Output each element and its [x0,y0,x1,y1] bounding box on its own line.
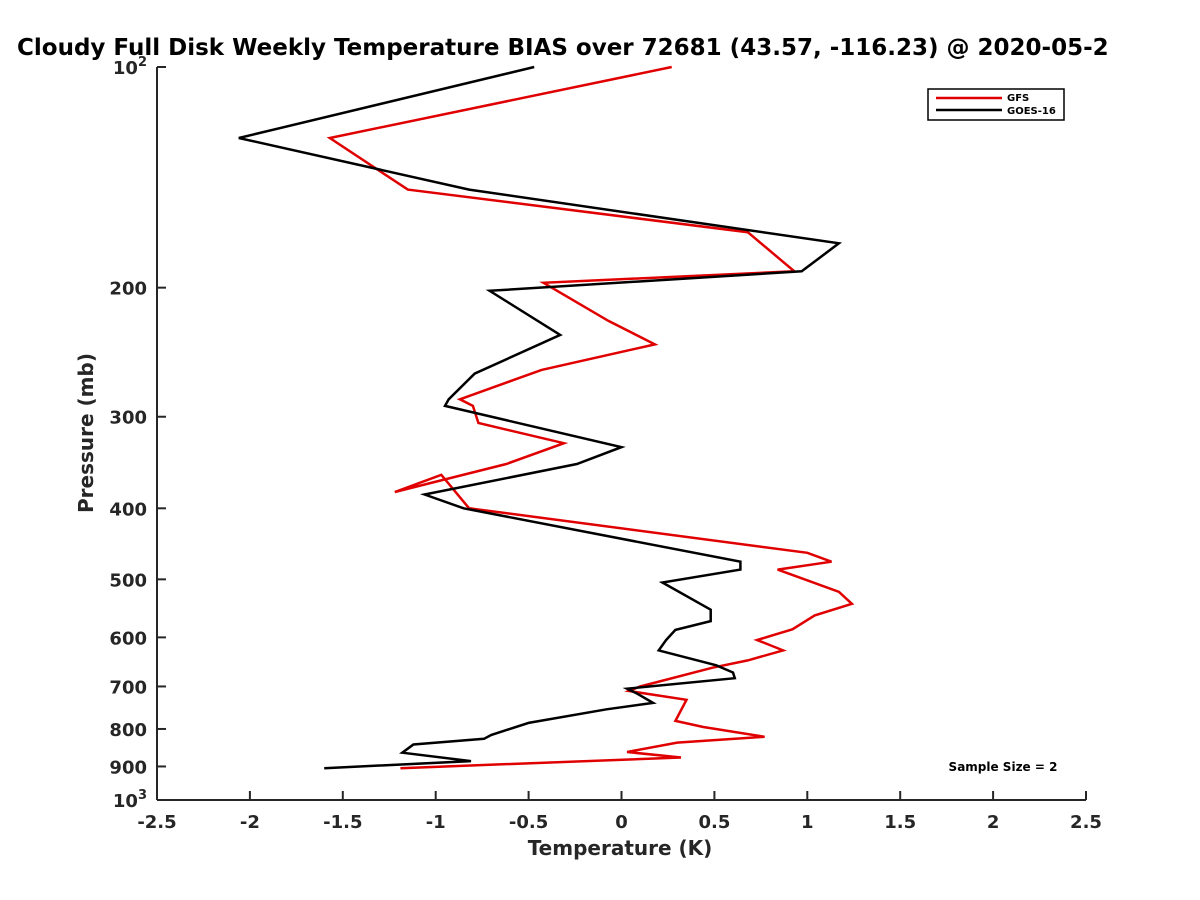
y-tick-label: 102 [113,55,147,79]
x-tick-label: 0.5 [698,812,730,833]
sample-size-annotation: Sample Size = 2 [949,760,1058,774]
y-tick-label: 300 [109,408,147,429]
y-tick-label: 600 [109,628,147,649]
legend-box [927,88,1065,121]
legend-label-gfs: GFS [1007,93,1029,104]
x-axis-label: Temperature (K) [528,836,713,860]
y-tick-label: 900 [109,757,147,778]
x-tick-label: -2.5 [137,812,176,833]
x-tick-label: 1.5 [884,812,916,833]
y-tick-label: 400 [109,499,147,520]
legend-label-goes-16: GOES-16 [1007,106,1056,117]
chart-title: Cloudy Full Disk Weekly Temperature BIAS… [17,35,1109,61]
x-tick-label: -1.5 [323,812,362,833]
y-tick-label: 800 [109,720,147,741]
series-layer [238,65,855,770]
y-tick-label: 500 [109,570,147,591]
series-line-gfs [326,65,855,770]
x-tick-label: 2.5 [1070,812,1102,833]
y-tick-label: 103 [113,788,147,812]
y-tick-label: 200 [109,279,147,300]
x-tick-label: -2 [240,812,260,833]
x-tick-label: 1 [801,812,814,833]
x-tick-label: -0.5 [509,812,548,833]
x-tick-label: 2 [987,812,1000,833]
y-axis-label: Pressure (mb) [74,353,98,513]
y-tick-label: 700 [109,677,147,698]
x-tick-label: 0 [615,812,628,833]
axes-layer: -2.5 -2 -1.5 -1 -0.5 0 0.5 1 1.5 2 2.5 102 200 300 400… [109,55,1102,833]
series-line-goes-16 [238,65,843,770]
x-tick-label: -1 [426,812,446,833]
legend: GFS GOES-16 [927,88,1065,121]
